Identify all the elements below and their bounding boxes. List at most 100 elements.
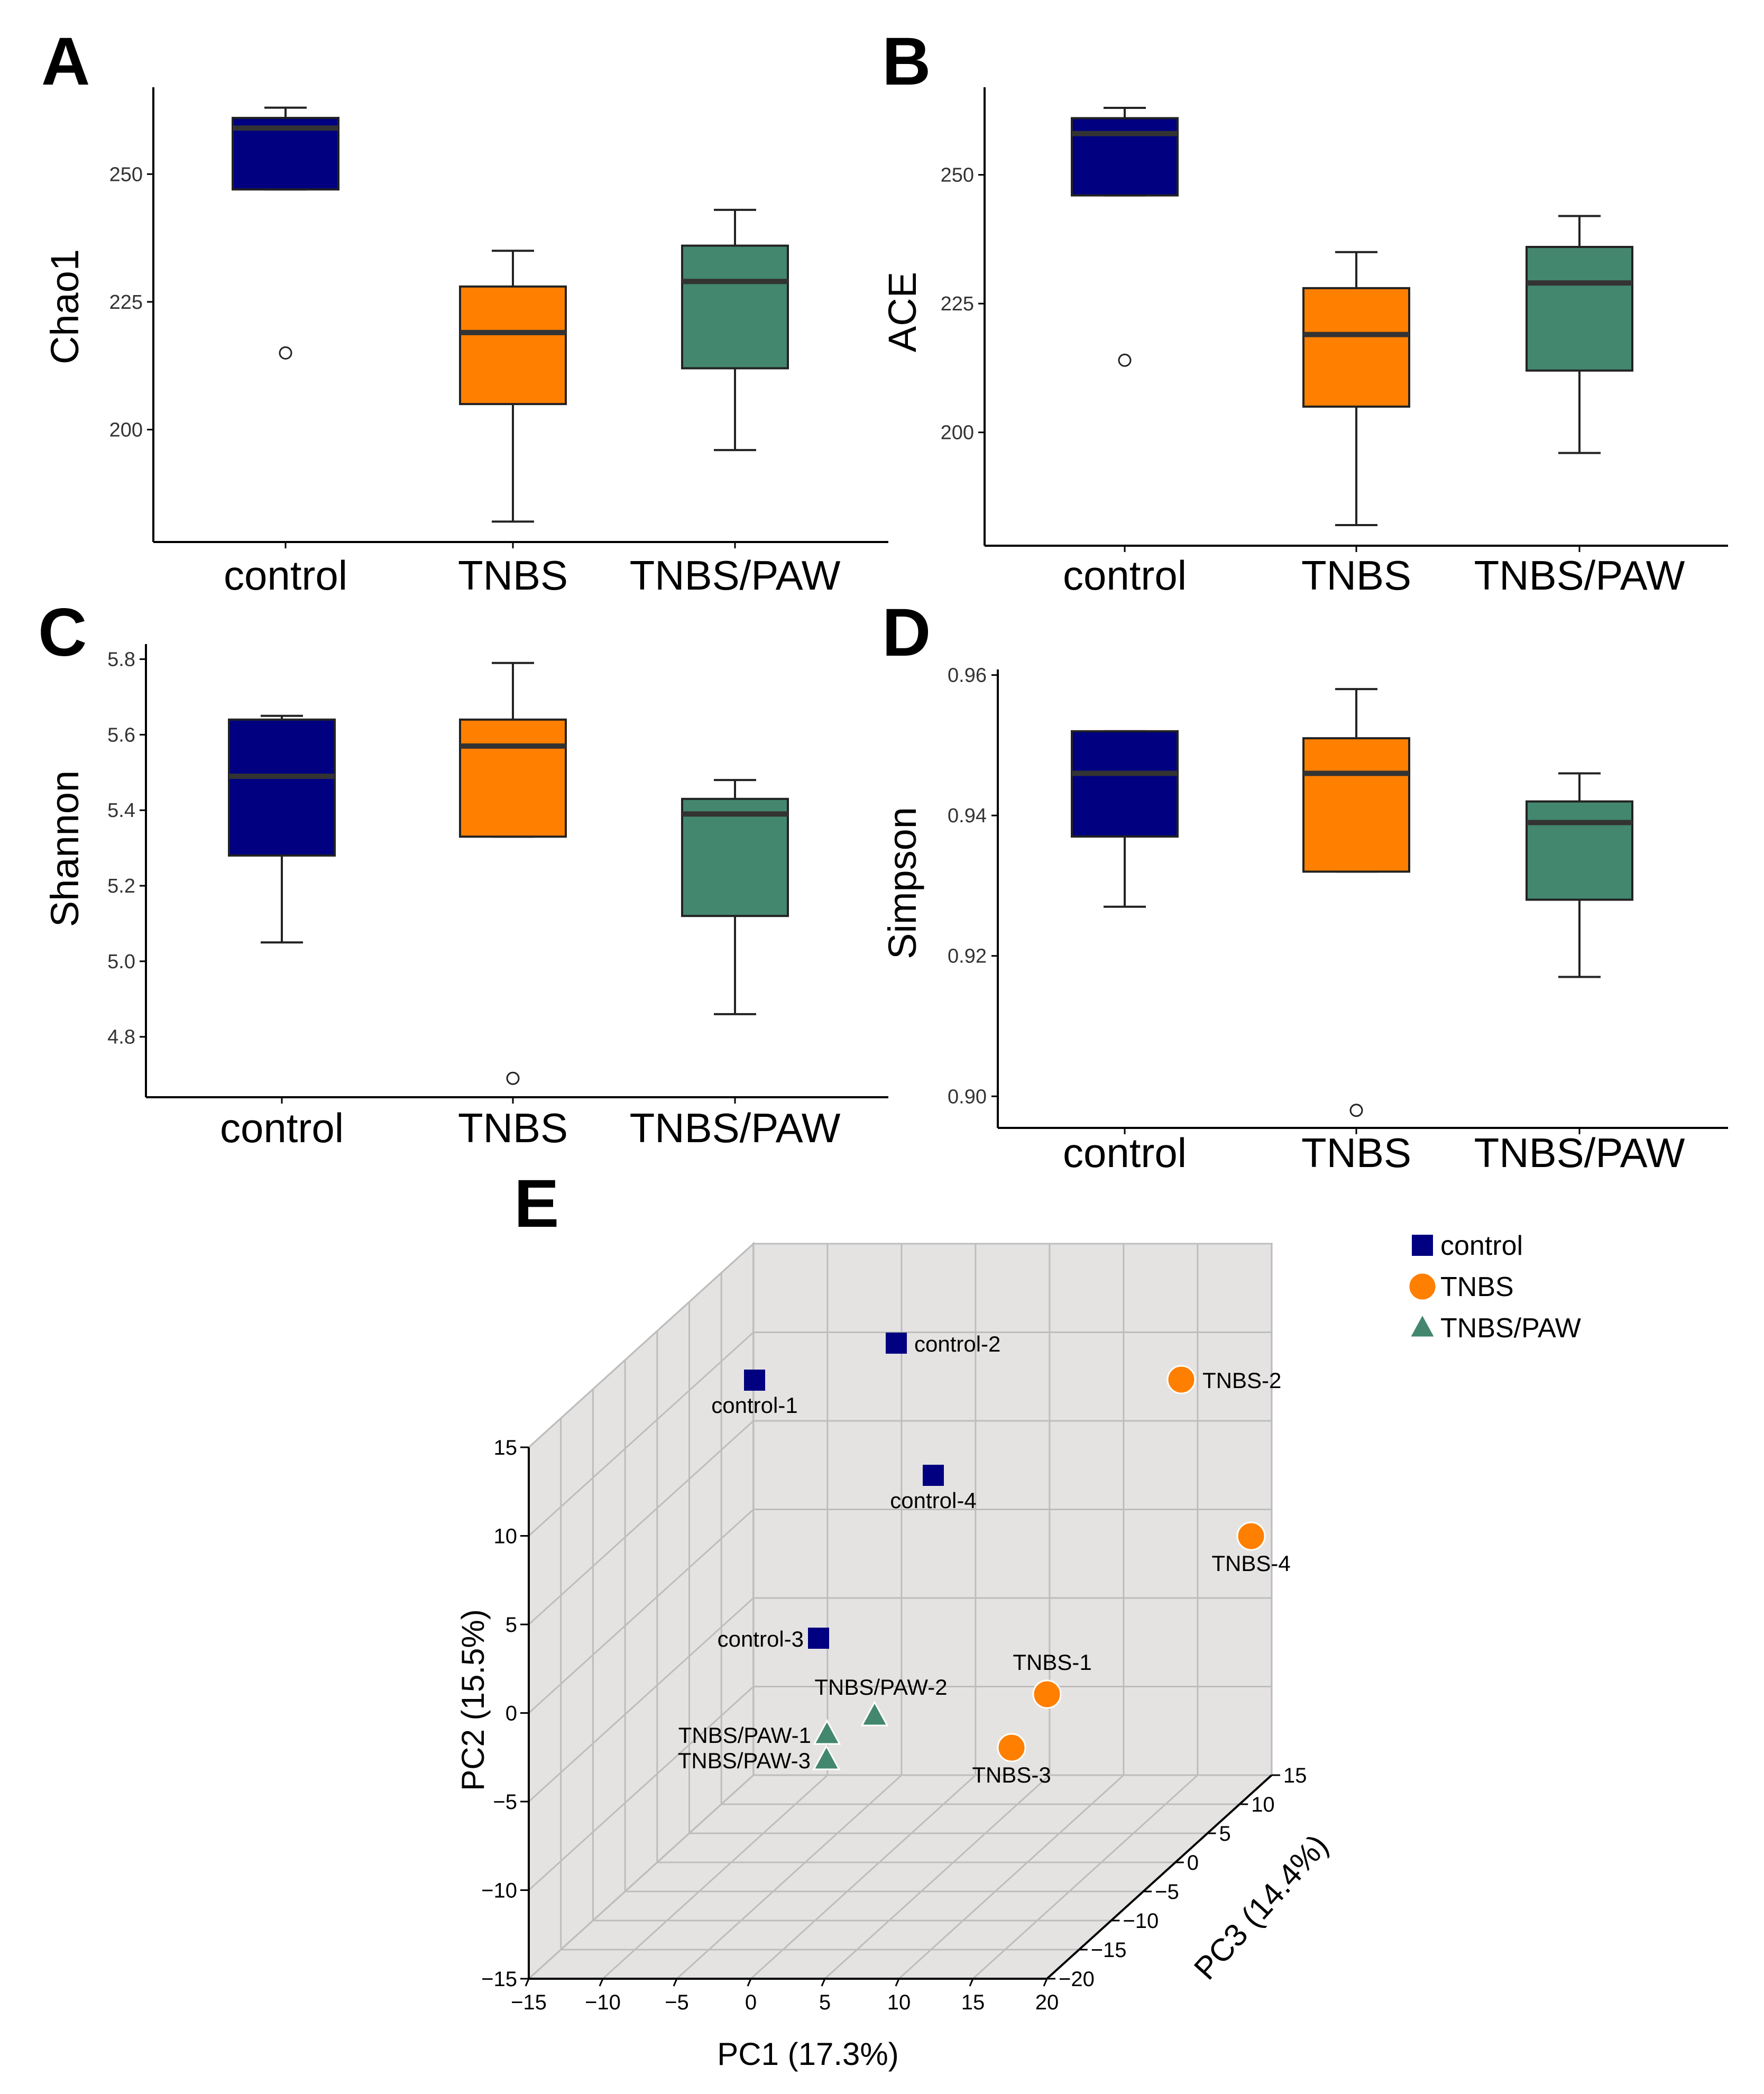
panel-label-b: B (882, 24, 931, 99)
pc1-tick-label: 15 (961, 1991, 985, 2014)
pc3-tick-label: 0 (1187, 1851, 1199, 1875)
y-tick-label: 0.96 (948, 665, 987, 687)
data-point-label: control-1 (711, 1393, 797, 1418)
box-iqr-tnbs (1302, 287, 1410, 408)
pc3-tick-label: −5 (1155, 1880, 1179, 1904)
grid-line (602, 1774, 828, 1980)
panel-e-pca-3d-scatter: E −15 −10 −5 0 5 10 15 20−15−10−5051015−20−15−1… (455, 1166, 1581, 2072)
data-point-label: TNBS/PAW-1 (678, 1723, 811, 1748)
pc3-tick-label: 15 (1283, 1764, 1307, 1787)
panel-c-shannon-boxplot: C Shannon 4.8 5.0 5.2 5.4 5.6 5.8 control TNBS T… (38, 595, 888, 1151)
data-point-tnbs-2 (1166, 1365, 1196, 1394)
grid-line (972, 1774, 1198, 1980)
y-tick-label: 4.8 (107, 1026, 135, 1049)
box-iqr-control (1071, 117, 1179, 197)
y-tick-label: 5.4 (107, 800, 135, 822)
legend: control TNBS TNBS/PAW (1408, 1230, 1581, 1344)
data-point-control-3 (808, 1628, 829, 1649)
pc1-tick-label: −15 (511, 1991, 547, 2014)
data-point-tnbs-4 (1236, 1521, 1266, 1551)
y-tick-label: 5.8 (107, 649, 135, 671)
grid-line (898, 1774, 1124, 1980)
pc2-tick-label: 15 (494, 1436, 518, 1459)
x-category-label: TNBS (1301, 552, 1411, 599)
y-axis-title-d: Simpson (880, 807, 924, 959)
box-iqr-tnbs (459, 285, 567, 406)
pc3-tick-label: −20 (1059, 1968, 1095, 1991)
outlier-point (279, 346, 292, 360)
data-point-label: TNBS/PAW-3 (678, 1748, 811, 1773)
outlier-point (1349, 1104, 1363, 1117)
x-category-label: TNBS/PAW (630, 552, 841, 599)
legend-label: control (1440, 1230, 1523, 1261)
grid-line (528, 1686, 754, 1891)
y-tick-label: 200 (109, 419, 143, 441)
grid-line (824, 1774, 1050, 1980)
x-category-label: control (220, 1105, 344, 1151)
data-point-control-4 (923, 1465, 944, 1486)
box-iqr-control (1071, 730, 1179, 838)
pc1-tick-label: 20 (1035, 1991, 1059, 2014)
y-axis-title-b: ACE (880, 272, 924, 352)
data-point-label: TNBS-4 (1211, 1551, 1290, 1576)
pc1-tick-label: 10 (887, 1991, 911, 2014)
data-point-tnbs-paw-3 (812, 1744, 841, 1770)
data-point-label: control-4 (890, 1488, 976, 1513)
box-iqr-tnbs (459, 718, 567, 838)
pc1-tick-label: 0 (745, 1991, 757, 2014)
outlier-point (506, 1071, 520, 1085)
x-category-label: TNBS (458, 1105, 568, 1151)
legend-marker-tnbs (1408, 1272, 1437, 1301)
panel-label-c: C (38, 595, 87, 671)
data-point-tnbs-paw-2 (860, 1700, 889, 1726)
panel-label-a: A (41, 24, 90, 99)
y-tick-label: 0.92 (948, 945, 987, 968)
y-tick-label: 250 (109, 163, 143, 186)
pc1-tick-mark (969, 1978, 974, 1987)
x-category-label: TNBS (1301, 1129, 1411, 1176)
grid-line (528, 1774, 754, 1980)
grid-line (528, 1420, 754, 1625)
legend-marker-tnbs-paw (1408, 1312, 1437, 1338)
legend-label: TNBS (1440, 1272, 1514, 1302)
data-point-control-2 (886, 1333, 907, 1354)
y-axis-title-c: Shannon (43, 770, 87, 927)
box-iqr-tnbs (1302, 737, 1410, 873)
y-tick-label: 0.90 (948, 1086, 987, 1108)
pc3-tick-label: 5 (1219, 1822, 1231, 1845)
y-tick-label: 250 (941, 164, 974, 187)
pc1-tick-mark (673, 1978, 678, 1987)
pc2-tick-label: 0 (506, 1702, 517, 1725)
grid-line (676, 1774, 902, 1980)
y-tick-label: 5.6 (107, 724, 135, 746)
data-point-tnbs-paw-1 (813, 1719, 841, 1745)
grid-line (528, 1243, 754, 1448)
box-iqr-tnbs-paw (681, 244, 789, 370)
box-iqr-tnbs-paw (1526, 245, 1633, 372)
grid-line (750, 1774, 976, 1980)
y-axis-title-a: Chao1 (43, 249, 87, 364)
data-point-label: TNBS-2 (1202, 1368, 1281, 1393)
pc2-tick-label: −5 (493, 1790, 517, 1814)
data-point-label: control-2 (914, 1331, 1000, 1356)
x-category-label: control (1063, 1129, 1187, 1176)
x-category-label: TNBS/PAW (1474, 1129, 1685, 1176)
outlier-point (1118, 353, 1132, 367)
box-iqr-tnbs-paw (681, 797, 789, 917)
pc3-tick-label: −10 (1123, 1909, 1159, 1933)
data-point-tnbs-1 (1032, 1679, 1062, 1709)
y-tick-label: 200 (941, 422, 974, 444)
x-category-label: TNBS/PAW (1474, 552, 1685, 599)
pc3-tick-label: −15 (1091, 1939, 1127, 1962)
legend-marker-control (1412, 1235, 1433, 1256)
y-tick-label: 225 (109, 291, 143, 314)
legend-label: TNBS/PAW (1440, 1313, 1581, 1344)
pc1-axis-title: PC1 (17.3%) (717, 2036, 898, 2072)
pc2-tick-label: 5 (506, 1613, 517, 1637)
pc3-tick-label: 10 (1251, 1793, 1275, 1816)
data-point-tnbs-3 (997, 1733, 1026, 1762)
pc1-tick-mark (821, 1978, 826, 1987)
pc1-tick-label: 5 (819, 1991, 831, 2014)
grid-line (528, 1597, 754, 1803)
